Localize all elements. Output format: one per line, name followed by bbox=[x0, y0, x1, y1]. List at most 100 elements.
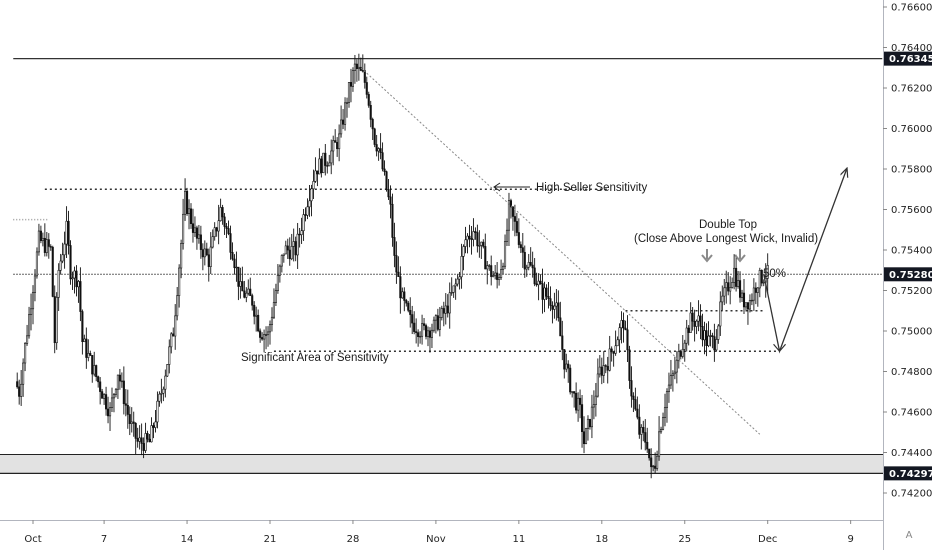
candle-body-up bbox=[144, 433, 147, 451]
candle-body-down bbox=[636, 408, 639, 418]
candle bbox=[474, 227, 477, 240]
candle-body-up bbox=[26, 335, 29, 344]
candle-body-down bbox=[742, 292, 746, 308]
candle bbox=[110, 387, 114, 412]
candle bbox=[419, 331, 422, 344]
candle-body-down bbox=[517, 232, 520, 245]
candle bbox=[521, 233, 524, 268]
candle bbox=[450, 277, 453, 296]
candle bbox=[310, 184, 313, 217]
candle-body-up bbox=[454, 283, 457, 287]
candle bbox=[284, 240, 287, 255]
candle bbox=[272, 288, 276, 319]
candle-body-up bbox=[338, 133, 341, 150]
candle-body-up bbox=[308, 200, 311, 208]
candle-body-up bbox=[255, 314, 258, 317]
candle bbox=[478, 230, 481, 258]
candle-body-up bbox=[571, 391, 574, 393]
candle bbox=[721, 285, 724, 312]
candle-body-up bbox=[162, 388, 165, 394]
candle-body-up bbox=[108, 407, 112, 417]
candle bbox=[492, 271, 495, 278]
candle-body-up bbox=[440, 308, 443, 318]
candle-body-down bbox=[650, 457, 653, 468]
time-axis: Oct 7 14 21 28 Nov 11 18 25 Dec 9 bbox=[24, 520, 854, 545]
candle bbox=[642, 420, 645, 442]
candle bbox=[685, 319, 688, 352]
candle bbox=[517, 218, 520, 249]
candle bbox=[533, 258, 536, 287]
candle bbox=[395, 241, 398, 284]
candle-body-down bbox=[628, 349, 631, 381]
candle-body-up bbox=[675, 359, 678, 373]
candle bbox=[667, 372, 671, 403]
candle-body-up bbox=[762, 281, 765, 284]
support-zone bbox=[0, 454, 883, 475]
candle-body-down bbox=[79, 281, 82, 312]
candle bbox=[24, 342, 27, 372]
candle-body-up bbox=[328, 162, 331, 167]
candle bbox=[735, 254, 738, 292]
candle-body-up bbox=[57, 270, 60, 298]
candle-body-down bbox=[195, 227, 198, 239]
candle bbox=[545, 284, 548, 300]
candle bbox=[604, 364, 607, 374]
candle bbox=[120, 372, 123, 388]
candle bbox=[673, 356, 676, 380]
candle-body-down bbox=[324, 152, 327, 166]
candle-body-down bbox=[436, 315, 439, 330]
candle-body-down bbox=[85, 338, 88, 358]
candle bbox=[328, 154, 331, 167]
candle-body-down bbox=[411, 314, 414, 324]
candle-body-up bbox=[555, 302, 558, 307]
auto-scale-button[interactable]: A bbox=[905, 530, 913, 541]
candle-body-up bbox=[282, 253, 285, 256]
candle bbox=[650, 448, 653, 479]
candle bbox=[203, 240, 206, 266]
candle bbox=[342, 109, 345, 130]
candle bbox=[448, 282, 451, 329]
y-tick-label: 0.74600 bbox=[891, 408, 932, 419]
candle-body-up bbox=[211, 236, 214, 248]
candle bbox=[413, 311, 416, 335]
candle-body-down bbox=[760, 270, 763, 284]
candle bbox=[243, 280, 246, 299]
candle bbox=[565, 353, 568, 373]
candle bbox=[365, 76, 368, 99]
candle-body-down bbox=[49, 246, 52, 248]
candle-body-down bbox=[545, 287, 548, 297]
y-tick-label: 0.75000 bbox=[891, 327, 932, 338]
candle bbox=[178, 264, 181, 308]
candle bbox=[677, 343, 680, 369]
candle-body-up bbox=[725, 282, 728, 289]
candle-body-up bbox=[312, 181, 315, 190]
candle-body-up bbox=[268, 324, 272, 333]
candle bbox=[316, 170, 319, 187]
candle-body-up bbox=[669, 375, 672, 386]
candle-body-up bbox=[263, 334, 266, 340]
candle bbox=[543, 281, 546, 313]
candle-body-up bbox=[592, 404, 595, 408]
candle bbox=[537, 273, 540, 301]
candle bbox=[215, 226, 218, 237]
candle-body-down bbox=[363, 70, 366, 83]
horizontal-levels bbox=[13, 58, 883, 353]
candle bbox=[278, 264, 281, 283]
candle bbox=[594, 382, 597, 417]
candle bbox=[665, 388, 669, 423]
candle bbox=[237, 266, 240, 301]
candle bbox=[430, 323, 434, 349]
candle-body-down bbox=[367, 94, 370, 106]
x-tick-label: 18 bbox=[595, 534, 608, 545]
candle bbox=[126, 389, 129, 429]
x-tick-label: 11 bbox=[512, 534, 525, 545]
candle-body-down bbox=[521, 247, 524, 253]
candle bbox=[446, 294, 449, 318]
candle bbox=[61, 242, 64, 264]
candle bbox=[458, 271, 461, 290]
candle-body-down bbox=[128, 414, 131, 424]
candle-body-down bbox=[746, 302, 750, 310]
candle-body-down bbox=[126, 404, 129, 415]
candle bbox=[588, 418, 592, 430]
